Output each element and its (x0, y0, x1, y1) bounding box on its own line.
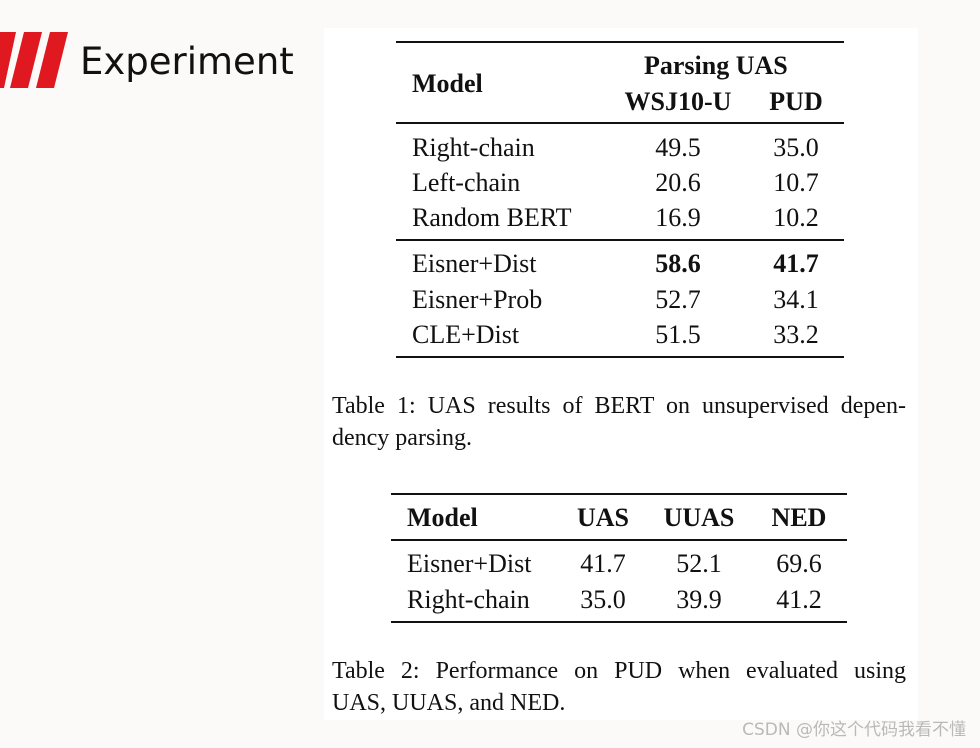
slide-title: Experiment (80, 40, 294, 83)
row-wsj10u: 49.5 (655, 133, 701, 162)
table-header-pud: PUD (769, 87, 823, 116)
row-uas: 35.0 (580, 585, 626, 614)
table-header-rule (391, 539, 847, 541)
table-group-rule (396, 239, 844, 241)
row-wsj10u: 58.6 (655, 249, 701, 278)
row-model: Eisner+Dist (412, 249, 537, 278)
table-1-caption: Table 1: UAS results of BERT on unsuperv… (332, 390, 906, 454)
table-top-rule (396, 41, 844, 43)
row-model: Right-chain (407, 585, 530, 614)
table-header-rule (396, 122, 844, 124)
row-model: Random BERT (412, 203, 572, 232)
row-model: Eisner+Dist (407, 549, 532, 578)
caption-line: dency parsing. (332, 425, 472, 451)
row-ned: 69.6 (776, 549, 822, 578)
table-header-model: Model (412, 69, 483, 98)
caption-line: Table 1: UAS results of BERT on unsuperv… (332, 393, 906, 419)
row-wsj10u: 52.7 (655, 285, 701, 314)
table-bottom-rule (391, 621, 847, 623)
table-bottom-rule (396, 356, 844, 358)
table-1: Model Parsing UAS WSJ10-U PUD Right-chai… (396, 41, 844, 358)
watermark: CSDN @你这个代码我看不懂 (742, 720, 966, 740)
paper-excerpt: Model Parsing UAS WSJ10-U PUD Right-chai… (324, 28, 918, 720)
row-uuas: 39.9 (676, 585, 722, 614)
table-2: Model UAS UUAS NED Eisner+Dist 41.7 52.1… (391, 493, 847, 623)
row-wsj10u: 16.9 (655, 203, 701, 232)
row-pud: 10.2 (773, 203, 819, 232)
table-header-uuas: UUAS (663, 503, 735, 532)
row-wsj10u: 51.5 (655, 320, 701, 349)
row-pud: 35.0 (773, 133, 819, 162)
row-ned: 41.2 (776, 585, 822, 614)
caption-line: Table 2: Performance on PUD when evaluat… (332, 658, 906, 684)
row-uas: 41.7 (580, 549, 626, 578)
table-header-group: Parsing UAS (644, 51, 788, 80)
table-header-wsj10u: WSJ10-U (624, 87, 732, 116)
row-model: Left-chain (412, 168, 521, 197)
table-header-model: Model (407, 503, 478, 532)
slide-accent-stripes-icon (0, 32, 68, 88)
row-pud: 34.1 (773, 285, 819, 314)
row-uuas: 52.1 (676, 549, 722, 578)
table-2-caption: Table 2: Performance on PUD when evaluat… (332, 655, 906, 719)
row-model: CLE+Dist (412, 320, 520, 349)
row-pud: 33.2 (773, 320, 819, 349)
row-model: Right-chain (412, 133, 535, 162)
row-wsj10u: 20.6 (655, 168, 701, 197)
row-pud: 10.7 (773, 168, 819, 197)
row-model: Eisner+Prob (412, 285, 543, 314)
table-header-uas: UAS (576, 503, 629, 532)
row-pud: 41.7 (773, 249, 819, 278)
table-top-rule (391, 493, 847, 495)
table-header-ned: NED (771, 503, 827, 532)
caption-line: UAS, UUAS, and NED. (332, 690, 566, 716)
